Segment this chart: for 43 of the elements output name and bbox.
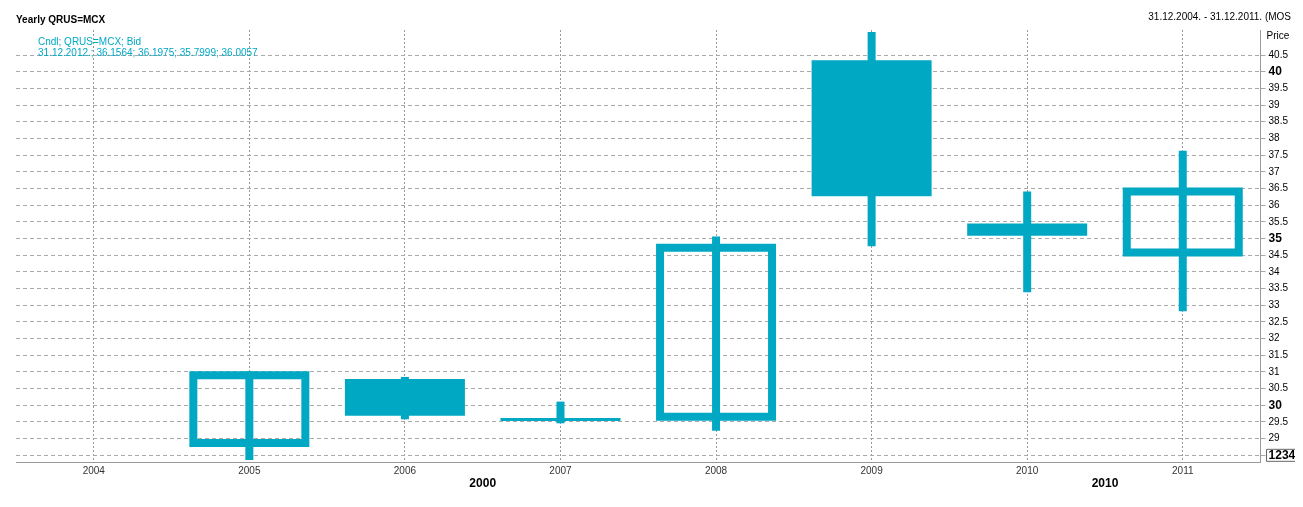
y-tick-label: 33.5 <box>1268 282 1289 294</box>
y-tick-label: 33 <box>1268 298 1281 310</box>
x-tick-label: 2007 <box>549 464 573 476</box>
y-tick-label: 36 <box>1268 198 1281 210</box>
candlestick <box>500 401 621 424</box>
y-tick-label: 29 <box>1268 432 1281 444</box>
y-tick-label: 38 <box>1268 132 1281 144</box>
annotation: 31.12.2012.; 36.1564; 36.1975; 35.7999; 36.0057 <box>38 46 259 58</box>
y-tick-label: 31.5 <box>1268 349 1289 360</box>
x-tick-label: 2011 <box>1172 464 1194 476</box>
y-tick-label: 35 <box>1268 230 1283 245</box>
y-tick-label: 38.5 <box>1268 115 1289 127</box>
y-tick-label: 37.5 <box>1268 148 1289 160</box>
text: 1234 <box>1268 447 1296 462</box>
y-tick-label: 34.5 <box>1268 248 1289 260</box>
y-tick-label: 30 <box>1268 397 1283 412</box>
candlestick <box>189 371 310 460</box>
text: 2000 <box>469 476 497 491</box>
y-tick-label: 32.5 <box>1268 315 1289 327</box>
text: 2010 <box>1091 476 1119 491</box>
y-tick-label: 40 <box>1268 64 1283 79</box>
y-tick-label: 39 <box>1268 98 1281 110</box>
x-tick-label: 2004 <box>82 464 106 476</box>
y-tick-label: 35.5 <box>1268 215 1289 227</box>
y-tick-label: 32 <box>1268 332 1281 344</box>
y-tick-label: 34 <box>1268 265 1281 277</box>
y-tick-label: 31 <box>1268 365 1281 377</box>
y-tick-label: 29.5 <box>1268 415 1289 427</box>
x-tick-label: 2006 <box>393 464 417 476</box>
y-tick-label: 37 <box>1268 165 1281 177</box>
text: 31.12.2004. - 31.12.2011. (MOS <box>1148 10 1292 22</box>
x-tick-label: 2009 <box>860 464 884 476</box>
x-tick-label: 2010 <box>1016 464 1039 476</box>
x-tick-label: 2005 <box>238 464 261 476</box>
y-tick-label: 39.5 <box>1268 82 1289 94</box>
y-tick-label: 36.5 <box>1268 182 1289 194</box>
chart-title: Yearly QRUS=MCX <box>16 13 106 25</box>
x-tick-label: 2008 <box>704 464 728 476</box>
y-tick-label: 40.5 <box>1268 48 1289 60</box>
candlestick <box>967 191 1088 293</box>
annotation: Cndl; QRUS=MCX; Bid <box>38 35 142 47</box>
y-axis-title: Price <box>1266 29 1290 41</box>
y-tick-label: 30.5 <box>1268 382 1289 394</box>
